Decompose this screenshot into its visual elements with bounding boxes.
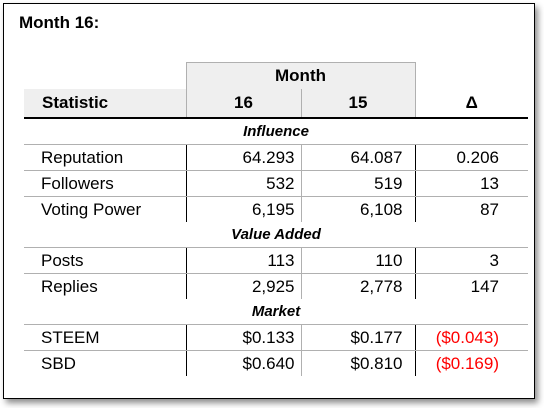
delta-header: Δ bbox=[415, 89, 529, 119]
month-15-value: 2,778 bbox=[300, 273, 416, 299]
month-16-value: $0.133 bbox=[185, 324, 301, 351]
delta-value: 147 bbox=[414, 273, 529, 299]
row-label: Followers bbox=[24, 170, 186, 197]
empty-header-cell bbox=[415, 63, 528, 90]
page-title: Month 16: bbox=[19, 13, 100, 32]
table-row: STEEM $0.133 $0.177 ($0.043) bbox=[24, 324, 529, 351]
month-15-header: 15 bbox=[300, 89, 416, 119]
row-label: Posts bbox=[24, 247, 186, 274]
month-16-value: 113 bbox=[185, 247, 301, 274]
table-row: Replies 2,925 2,778 147 bbox=[24, 273, 529, 299]
row-label: Replies bbox=[41, 277, 98, 296]
month-15-value: 64.087 bbox=[300, 144, 416, 171]
delta-value: ($0.043) bbox=[414, 324, 529, 351]
month-15-value: 6,108 bbox=[300, 196, 416, 222]
statistic-header: Statistic bbox=[24, 89, 186, 119]
month-group-header: Month bbox=[185, 62, 416, 89]
month-15-value: $0.177 bbox=[300, 324, 416, 351]
month-16-value: $0.640 bbox=[185, 350, 301, 376]
month-15-value: $0.810 bbox=[300, 350, 416, 376]
month-16-value: 2,925 bbox=[185, 273, 301, 299]
month-16-value: 6,195 bbox=[185, 196, 301, 222]
section-header-row: Market bbox=[24, 299, 529, 325]
delta-value: ($0.169) bbox=[414, 350, 529, 376]
delta-value: 0.206 bbox=[414, 144, 529, 171]
statistics-table: Month Statistic 16 15 Δ Influence Reputat… bbox=[24, 62, 529, 376]
table-row: Voting Power 6,195 6,108 87 bbox=[24, 196, 529, 222]
column-header-row: Statistic 16 15 Δ bbox=[24, 89, 529, 119]
delta-icon: Δ bbox=[465, 93, 478, 112]
table-row: Reputation 64.293 64.087 0.206 bbox=[24, 144, 529, 171]
section-header-row: Value Added bbox=[24, 222, 529, 248]
month-16-value: 64.293 bbox=[185, 144, 301, 171]
month-16-header: 16 bbox=[185, 89, 301, 119]
delta-value: 87 bbox=[414, 196, 529, 222]
row-label: SBD bbox=[41, 354, 76, 373]
section-title: Market bbox=[24, 299, 529, 325]
report-frame: Month 16: Month Statistic 16 15 Δ Influe… bbox=[3, 3, 535, 399]
section-header-row: Influence bbox=[24, 118, 529, 145]
table-row: Followers 532 519 13 bbox=[24, 170, 529, 197]
delta-value: 3 bbox=[414, 247, 529, 274]
delta-value: 13 bbox=[414, 170, 529, 197]
month-15-value: 519 bbox=[300, 170, 416, 197]
empty-header-cell bbox=[24, 63, 186, 90]
section-title: Value Added bbox=[24, 222, 529, 248]
month-15-value: 110 bbox=[300, 247, 416, 274]
month-group-header-row: Month bbox=[24, 62, 528, 90]
row-label: Voting Power bbox=[41, 200, 142, 219]
table-row: Posts 113 110 3 bbox=[24, 247, 529, 274]
table-row: SBD $0.640 $0.810 ($0.169) bbox=[24, 350, 529, 376]
section-title: Influence bbox=[24, 118, 529, 145]
row-label: STEEM bbox=[24, 324, 186, 351]
row-label: Reputation bbox=[24, 144, 186, 171]
month-16-value: 532 bbox=[185, 170, 301, 197]
